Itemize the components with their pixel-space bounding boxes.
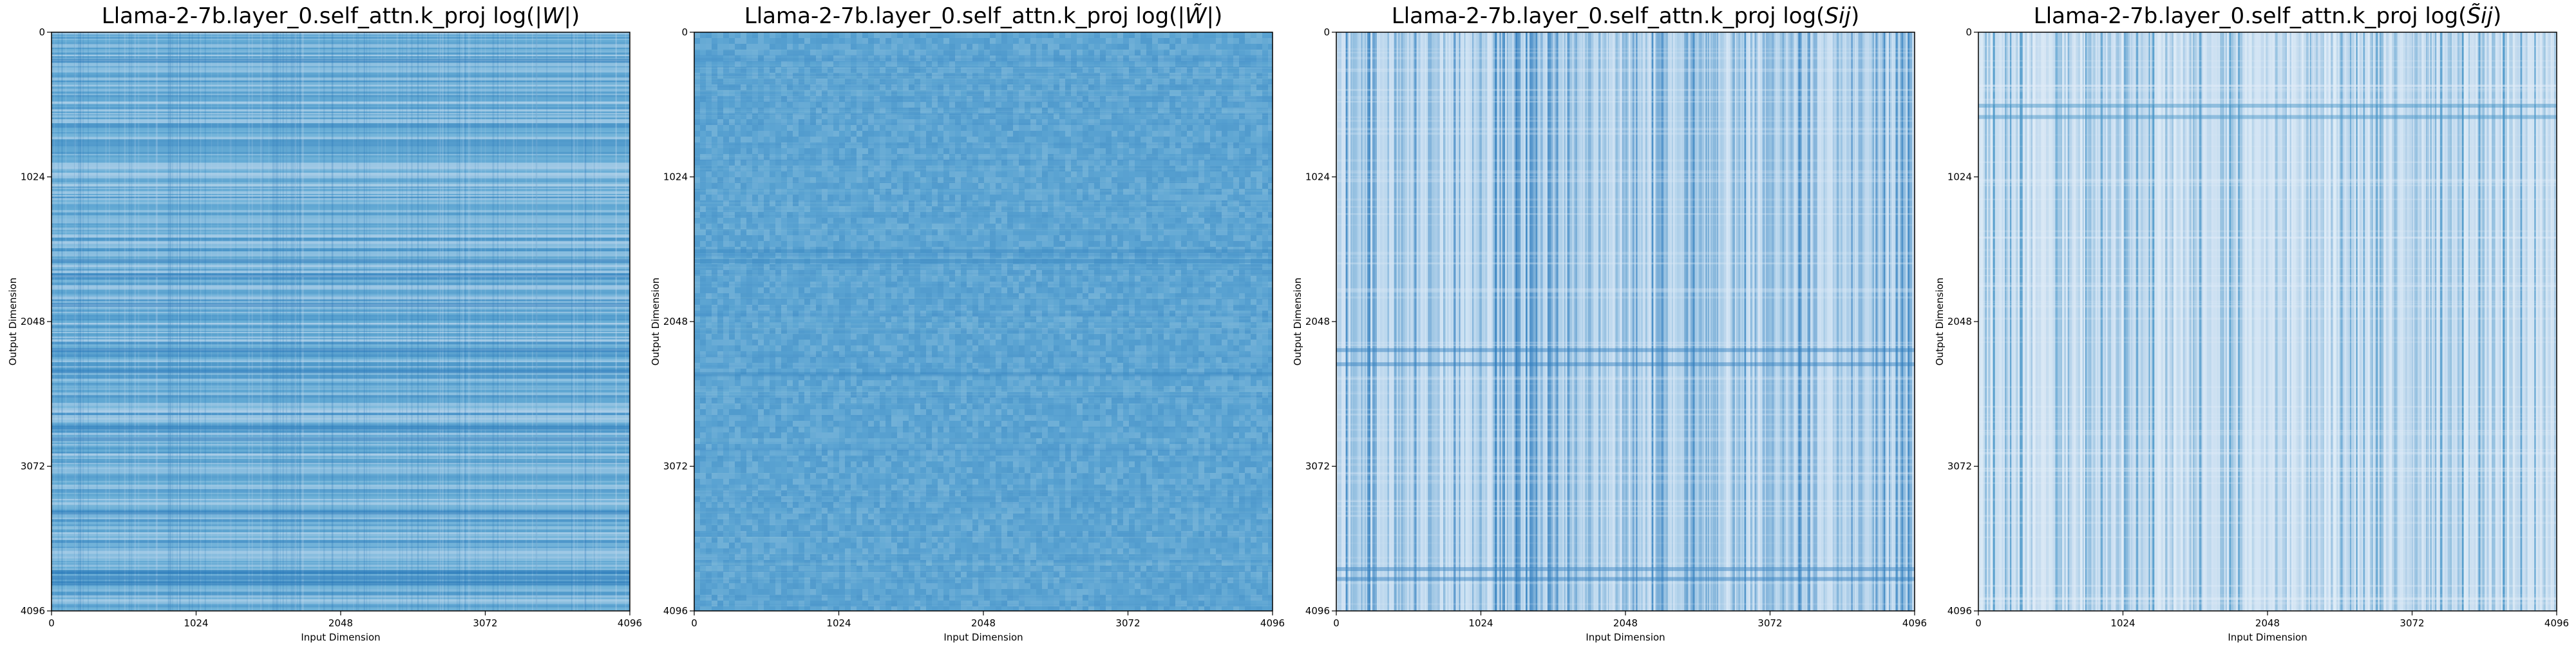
y-tick-label: 0 (39, 26, 45, 38)
chart-title-math: |W| (535, 3, 571, 29)
x-tick-label: 2048 (2255, 617, 2280, 629)
y-tick-label: 3072 (1305, 461, 1330, 472)
dark-band (52, 437, 630, 441)
x-tick-label: 1024 (826, 617, 851, 629)
x-tick-label: 1024 (1468, 617, 1493, 629)
y-tick-label: 0 (1965, 26, 1972, 38)
x-tick-label: 1024 (184, 617, 208, 629)
x-tick-label: 0 (48, 617, 55, 629)
dark-band (52, 303, 630, 307)
heatmap-panel-2: Llama-2-7b.layer_0.self_attn.k_proj log(… (650, 3, 1285, 643)
y-tick-label: 2048 (1305, 316, 1330, 327)
chart-title-math: Sij (1824, 3, 1851, 29)
dark-band (52, 426, 630, 430)
x-axis-label: Input Dimension (1586, 632, 1665, 643)
dark-band (1336, 567, 1915, 571)
x-axis-label: Input Dimension (301, 632, 380, 643)
dark-band (694, 249, 1273, 253)
heatmap-panel-4: Llama-2-7b.layer_0.self_attn.k_proj log(… (1934, 3, 2569, 643)
x-tick-label: 2048 (1613, 617, 1638, 629)
dark-band (52, 581, 630, 585)
chart-title-prefix: Llama-2-7b.layer_0.self_attn.k_proj log( (744, 3, 1178, 29)
dark-band (1336, 348, 1915, 352)
y-axis-label: Output Dimension (1292, 278, 1303, 366)
x-tick-label: 4096 (1902, 617, 1927, 629)
y-tick-label: 4096 (1305, 605, 1330, 617)
y-axis-label: Output Dimension (1934, 278, 1946, 366)
y-tick-label: 3072 (663, 461, 688, 472)
x-axis-label: Input Dimension (2228, 632, 2307, 643)
chart-title: Llama-2-7b.layer_0.self_attn.k_proj log(… (744, 3, 1222, 29)
chart-title-prefix: Llama-2-7b.layer_0.self_attn.k_proj log( (1392, 3, 1825, 29)
y-tick-label: 4096 (663, 605, 688, 617)
dark-band (52, 570, 630, 574)
x-tick-label: 0 (1333, 617, 1340, 629)
heatmap-image (1336, 32, 1917, 612)
x-tick-label: 3072 (1115, 617, 1140, 629)
x-tick-label: 0 (1975, 617, 1982, 629)
y-tick-label: 1024 (663, 171, 688, 183)
heatmap-image (694, 32, 1274, 612)
dark-band (1978, 115, 2557, 119)
heatmap-panel-1: Llama-2-7b.layer_0.self_attn.k_proj log(… (7, 3, 642, 643)
dark-band (52, 59, 630, 63)
dark-band (52, 575, 630, 579)
x-tick-label: 4096 (618, 617, 642, 629)
chart-title-math: S̃ij (2467, 3, 2493, 29)
y-tick-label: 3072 (1947, 461, 1972, 472)
dark-band (52, 510, 630, 514)
heatmap-image (52, 32, 630, 612)
dark-band (1978, 104, 2557, 108)
chart-title: Llama-2-7b.layer_0.self_attn.k_proj log(… (1392, 3, 1859, 29)
x-tick-label: 0 (691, 617, 697, 629)
y-tick-label: 4096 (21, 605, 45, 617)
chart-title-suffix: ) (2493, 3, 2501, 29)
x-tick-label: 2048 (971, 617, 996, 629)
y-tick-label: 0 (1323, 26, 1330, 38)
heatmap-image (1978, 32, 2558, 611)
y-tick-label: 2048 (1947, 316, 1972, 327)
x-tick-label: 2048 (328, 617, 353, 629)
y-tick-label: 1024 (21, 171, 45, 183)
y-tick-label: 1024 (1305, 171, 1330, 183)
y-tick-label: 3072 (21, 461, 45, 472)
dark-band (694, 372, 1273, 376)
y-axis-label: Output Dimension (650, 278, 661, 366)
chart-title: Llama-2-7b.layer_0.self_attn.k_proj log(… (102, 3, 580, 29)
y-tick-label: 1024 (1947, 171, 1972, 183)
x-tick-label: 4096 (1260, 617, 1285, 629)
heatmap-panel-3: Llama-2-7b.layer_0.self_attn.k_proj log(… (1292, 3, 1927, 643)
dark-band (52, 273, 630, 277)
y-tick-label: 2048 (21, 316, 45, 327)
x-axis-label: Input Dimension (943, 632, 1023, 643)
dark-band (52, 369, 630, 373)
x-tick-label: 1024 (2110, 617, 2135, 629)
chart-title-prefix: Llama-2-7b.layer_0.self_attn.k_proj log( (102, 3, 535, 29)
chart-title-suffix: ) (1851, 3, 1859, 29)
x-tick-label: 3072 (473, 617, 497, 629)
dark-band (1336, 362, 1915, 366)
x-tick-label: 3072 (1757, 617, 1782, 629)
x-tick-label: 4096 (2544, 617, 2569, 629)
x-tick-label: 3072 (2400, 617, 2424, 629)
chart-title-prefix: Llama-2-7b.layer_0.self_attn.k_proj log( (2034, 3, 2467, 29)
dark-band (52, 259, 630, 263)
chart-title-suffix: ) (571, 3, 580, 29)
chart-title-suffix: ) (1214, 3, 1222, 29)
chart-title: Llama-2-7b.layer_0.self_attn.k_proj log(… (2034, 3, 2501, 29)
chart-title-math: |W̃| (1177, 3, 1214, 29)
y-axis-label: Output Dimension (7, 278, 19, 366)
y-tick-label: 0 (681, 26, 688, 38)
dark-band (1336, 577, 1915, 581)
dark-band (694, 259, 1273, 263)
dark-band (52, 348, 630, 352)
y-tick-label: 4096 (1947, 605, 1972, 617)
y-tick-label: 2048 (663, 316, 688, 327)
